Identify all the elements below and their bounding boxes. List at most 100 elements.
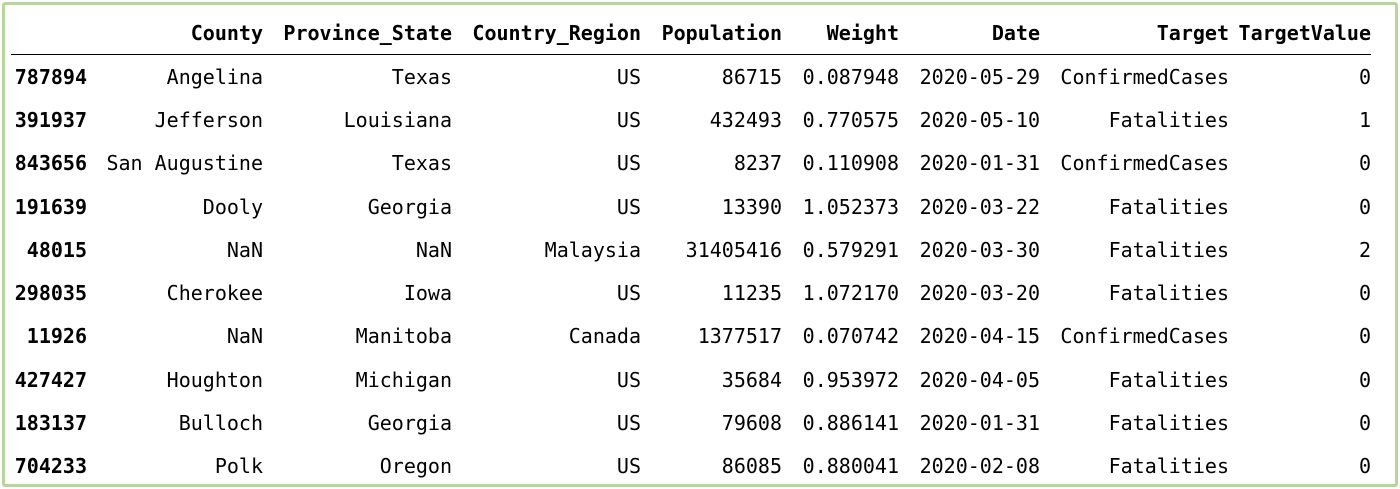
cell-date: 2020-04-05 bbox=[919, 367, 1040, 392]
cell-weight: 0.886141 bbox=[802, 411, 899, 436]
cell-target-value: 0 bbox=[1358, 64, 1371, 89]
row-index: 191639 bbox=[14, 194, 87, 219]
cell-target: Fatalities bbox=[1108, 367, 1229, 392]
cell-country-region: US bbox=[616, 194, 641, 219]
cell-province-state: Michigan bbox=[355, 367, 452, 392]
cell-target: ConfirmedCases bbox=[1060, 64, 1229, 89]
row-index: 391937 bbox=[14, 107, 87, 132]
header-row: County Province_State Country_Region Pop… bbox=[11, 12, 1371, 55]
cell-target: ConfirmedCases bbox=[1060, 151, 1229, 176]
table-row: 298035 Cherokee Iowa US 11235 1.072170 2… bbox=[11, 271, 1371, 314]
header-date: Date bbox=[899, 12, 1040, 55]
cell-population: 13390 bbox=[721, 194, 782, 219]
row-index: 48015 bbox=[26, 237, 87, 262]
cell-province-state: NaN bbox=[415, 237, 452, 262]
cell-target-value: 1 bbox=[1358, 107, 1371, 132]
header-target: Target bbox=[1040, 12, 1229, 55]
cell-province-state: Louisiana bbox=[343, 107, 452, 132]
header-population: Population bbox=[641, 12, 782, 55]
cell-date: 2020-01-31 bbox=[919, 151, 1040, 176]
header-county: County bbox=[87, 12, 263, 55]
cell-target: Fatalities bbox=[1108, 194, 1229, 219]
cell-population: 35684 bbox=[721, 367, 782, 392]
cell-target-value: 0 bbox=[1358, 411, 1371, 436]
cell-county: NaN bbox=[226, 237, 263, 262]
cell-population: 11235 bbox=[721, 281, 782, 306]
cell-country-region: US bbox=[616, 411, 641, 436]
cell-target-value: 0 bbox=[1358, 367, 1371, 392]
cell-country-region: US bbox=[616, 367, 641, 392]
table-header: County Province_State Country_Region Pop… bbox=[11, 12, 1371, 55]
row-index: 183137 bbox=[14, 411, 87, 436]
table-row: 427427 Houghton Michigan US 35684 0.9539… bbox=[11, 358, 1371, 401]
cell-date: 2020-05-10 bbox=[919, 107, 1040, 132]
table-row: 391937 Jefferson Louisiana US 432493 0.7… bbox=[11, 98, 1371, 141]
cell-weight: 0.579291 bbox=[802, 237, 899, 262]
cell-date: 2020-02-08 bbox=[919, 454, 1040, 479]
row-index: 787894 bbox=[14, 64, 87, 89]
dataframe-table: County Province_State Country_Region Pop… bbox=[11, 12, 1371, 488]
cell-target: Fatalities bbox=[1108, 454, 1229, 479]
cell-county: Polk bbox=[214, 454, 263, 479]
table-body: 787894 Angelina Texas US 86715 0.087948 … bbox=[11, 55, 1371, 488]
cell-country-region: Canada bbox=[568, 324, 641, 349]
cell-county: Houghton bbox=[166, 367, 263, 392]
cell-country-region: Malaysia bbox=[544, 237, 641, 262]
cell-date: 2020-03-20 bbox=[919, 281, 1040, 306]
cell-county: Jefferson bbox=[154, 107, 263, 132]
cell-county: Angelina bbox=[166, 64, 263, 89]
cell-target: Fatalities bbox=[1108, 107, 1229, 132]
cell-country-region: US bbox=[616, 107, 641, 132]
cell-province-state: Georgia bbox=[367, 194, 452, 219]
cell-weight: 0.110908 bbox=[802, 151, 899, 176]
cell-country-region: US bbox=[616, 454, 641, 479]
header-target-value: TargetValue bbox=[1229, 12, 1371, 55]
cell-date: 2020-01-31 bbox=[919, 411, 1040, 436]
cell-population: 86715 bbox=[721, 64, 782, 89]
header-index bbox=[11, 12, 87, 55]
cell-date: 2020-05-29 bbox=[919, 64, 1040, 89]
cell-weight: 0.070742 bbox=[802, 324, 899, 349]
table-row: 787894 Angelina Texas US 86715 0.087948 … bbox=[11, 55, 1371, 99]
cell-province-state: Manitoba bbox=[355, 324, 452, 349]
cell-weight: 0.953972 bbox=[802, 367, 899, 392]
cell-county: NaN bbox=[226, 324, 263, 349]
cell-target-value: 0 bbox=[1358, 151, 1371, 176]
cell-country-region: US bbox=[616, 151, 641, 176]
header-country-region: Country_Region bbox=[452, 12, 641, 55]
cell-weight: 0.770575 bbox=[802, 107, 899, 132]
cell-target-value: 0 bbox=[1358, 324, 1371, 349]
table-row: 191639 Dooly Georgia US 13390 1.052373 2… bbox=[11, 185, 1371, 228]
cell-province-state: Texas bbox=[391, 64, 452, 89]
cell-population: 86085 bbox=[721, 454, 782, 479]
cell-weight: 0.880041 bbox=[802, 454, 899, 479]
table-row: 843656 San Augustine Texas US 8237 0.110… bbox=[11, 142, 1371, 185]
cell-weight: 1.072170 bbox=[802, 281, 899, 306]
table-row: 48015 NaN NaN Malaysia 31405416 0.579291… bbox=[11, 228, 1371, 271]
row-index: 298035 bbox=[14, 281, 87, 306]
cell-country-region: US bbox=[616, 281, 641, 306]
cell-county: Bulloch bbox=[178, 411, 263, 436]
cell-date: 2020-03-30 bbox=[919, 237, 1040, 262]
cell-province-state: Iowa bbox=[403, 281, 452, 306]
cell-province-state: Texas bbox=[391, 151, 452, 176]
cell-population: 432493 bbox=[709, 107, 782, 132]
cell-target: Fatalities bbox=[1108, 411, 1229, 436]
cell-population: 1377517 bbox=[697, 324, 782, 349]
cell-target: Fatalities bbox=[1108, 237, 1229, 262]
cell-population: 8237 bbox=[733, 151, 782, 176]
table-row: 183137 Bulloch Georgia US 79608 0.886141… bbox=[11, 401, 1371, 444]
cell-county: San Augustine bbox=[106, 151, 263, 176]
cell-date: 2020-03-22 bbox=[919, 194, 1040, 219]
cell-target: ConfirmedCases bbox=[1060, 324, 1229, 349]
header-weight: Weight bbox=[782, 12, 899, 55]
cell-county: Cherokee bbox=[166, 281, 263, 306]
cell-target-value: 0 bbox=[1358, 281, 1371, 306]
row-index: 11926 bbox=[26, 324, 87, 349]
cell-province-state: Oregon bbox=[379, 454, 452, 479]
table-row: 704233 Polk Oregon US 86085 0.880041 202… bbox=[11, 445, 1371, 488]
table-row: 11926 NaN Manitoba Canada 1377517 0.0707… bbox=[11, 315, 1371, 358]
cell-weight: 0.087948 bbox=[802, 64, 899, 89]
cell-target-value: 2 bbox=[1358, 237, 1371, 262]
